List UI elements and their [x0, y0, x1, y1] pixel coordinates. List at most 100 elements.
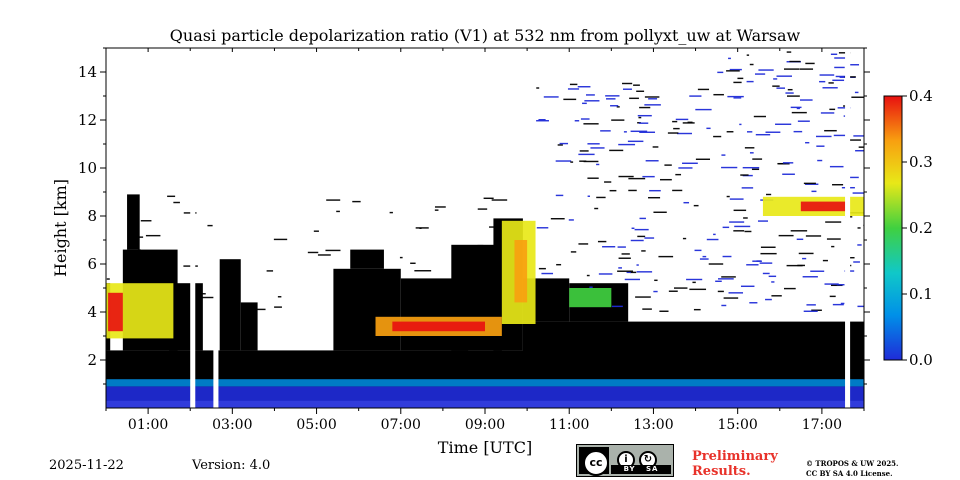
- missing-data-column: [213, 48, 219, 408]
- noise-speckle: [637, 114, 652, 117]
- noise-speckle: [649, 189, 661, 192]
- noise-speckle: [489, 226, 498, 228]
- noise-speckle: [585, 94, 595, 96]
- noise-speckle: [415, 227, 429, 229]
- noise-speckle: [805, 235, 822, 237]
- noise-speckle: [810, 270, 825, 272]
- noise-speckle: [826, 238, 841, 240]
- noise-speckle: [737, 77, 744, 80]
- noise-speckle: [594, 207, 599, 210]
- noise-speckle: [852, 192, 864, 194]
- noise-speckle: [757, 220, 769, 222]
- noise-speckle: [829, 165, 844, 168]
- noise-speckle: [541, 272, 554, 275]
- noise-speckle: [589, 286, 593, 288]
- noise-speckle: [722, 226, 730, 229]
- y-tick-label: 4: [87, 303, 97, 321]
- noise-speckle: [694, 249, 702, 252]
- noise-speckle: [846, 176, 859, 179]
- noise-speckle: [582, 102, 587, 105]
- noise-speckle: [768, 275, 777, 278]
- noise-speckle: [536, 87, 540, 89]
- noise-speckle: [776, 75, 792, 77]
- noise-speckle: [798, 252, 814, 255]
- noise-speckle: [695, 108, 712, 111]
- noise-speckle: [744, 230, 752, 233]
- noise-speckle: [706, 127, 711, 130]
- noise-speckle: [765, 298, 772, 301]
- noise-speckle: [600, 130, 611, 132]
- noise-speckle: [816, 145, 825, 147]
- noise-speckle: [771, 295, 782, 297]
- noise-speckle: [683, 201, 690, 204]
- noise-speckle: [638, 116, 642, 119]
- noise-speckle: [574, 120, 580, 122]
- noise-speckle: [733, 209, 747, 212]
- noise-speckle: [728, 292, 744, 294]
- noise-speckle: [325, 249, 341, 252]
- noise-speckle: [645, 160, 659, 162]
- noise-speckle: [642, 308, 652, 310]
- noise-speckle: [796, 238, 804, 241]
- noise-speckle: [857, 244, 862, 246]
- noise-speckle: [198, 293, 206, 295]
- noise-speckle: [538, 118, 546, 121]
- noise-speckle: [815, 135, 832, 138]
- noise-speckle: [602, 246, 616, 248]
- noise-speckle: [570, 251, 577, 253]
- noise-speckle: [639, 106, 651, 109]
- noise-speckle: [854, 91, 859, 94]
- heatmap-area: [106, 48, 864, 408]
- missing-data-column: [190, 48, 196, 408]
- noise-speckle: [654, 279, 658, 282]
- noise-speckle: [729, 198, 744, 200]
- noise-speckle: [828, 82, 834, 84]
- masked-region: [350, 249, 384, 269]
- noise-speckle: [622, 88, 632, 90]
- noise-speckle: [773, 78, 778, 80]
- noise-speckle: [857, 227, 861, 229]
- noise-speckle: [749, 152, 754, 154]
- noise-speckle: [791, 111, 807, 114]
- noise-speckle: [786, 51, 792, 53]
- noise-speckle: [829, 295, 836, 298]
- noise-speckle: [544, 295, 553, 298]
- noise-speckle: [689, 95, 702, 97]
- noise-speckle: [833, 134, 849, 137]
- noise-speckle: [805, 183, 819, 185]
- noise-speckle: [811, 190, 817, 193]
- y-tick-label: 14: [78, 63, 97, 81]
- noise-speckle: [477, 208, 488, 210]
- noise-speckle: [793, 130, 803, 133]
- noise-speckle: [553, 310, 560, 312]
- noise-speckle: [717, 71, 724, 74]
- noise-speckle: [817, 159, 823, 162]
- noise-speckle: [765, 131, 781, 133]
- noise-speckle: [307, 251, 319, 254]
- night-aerosol-core: [108, 292, 123, 332]
- noise-speckle: [602, 285, 614, 288]
- version-label: Version: 4.0: [192, 458, 271, 473]
- boundary-layer-top: [106, 379, 864, 387]
- noise-speckle: [611, 305, 623, 308]
- colorbar: [883, 95, 903, 361]
- x-tick-label: 05:00: [296, 417, 336, 433]
- noise-speckle: [723, 297, 739, 299]
- masked-region: [169, 283, 203, 351]
- noise-speckle: [787, 95, 800, 97]
- noise-speckle: [752, 260, 762, 262]
- noise-speckle: [604, 181, 612, 183]
- copyright-note: © TROPOS & UW 2025. CC BY SA 4.0 License…: [806, 459, 899, 478]
- noise-speckle: [587, 143, 600, 145]
- noise-speckle: [697, 88, 710, 91]
- noise-speckle: [850, 64, 860, 66]
- noise-speckle: [227, 303, 234, 305]
- noise-speckle: [729, 221, 745, 223]
- noise-speckle: [805, 62, 815, 65]
- noise-speckle: [567, 88, 580, 90]
- noise-speckle: [410, 262, 416, 264]
- chart-title: Quasi particle depolarization ratio (V1)…: [170, 26, 801, 45]
- colorbar-ticks: 0.0 0.1 0.2 0.3 0.4: [902, 87, 933, 369]
- noise-speckle: [803, 182, 816, 185]
- noise-speckle: [207, 224, 213, 227]
